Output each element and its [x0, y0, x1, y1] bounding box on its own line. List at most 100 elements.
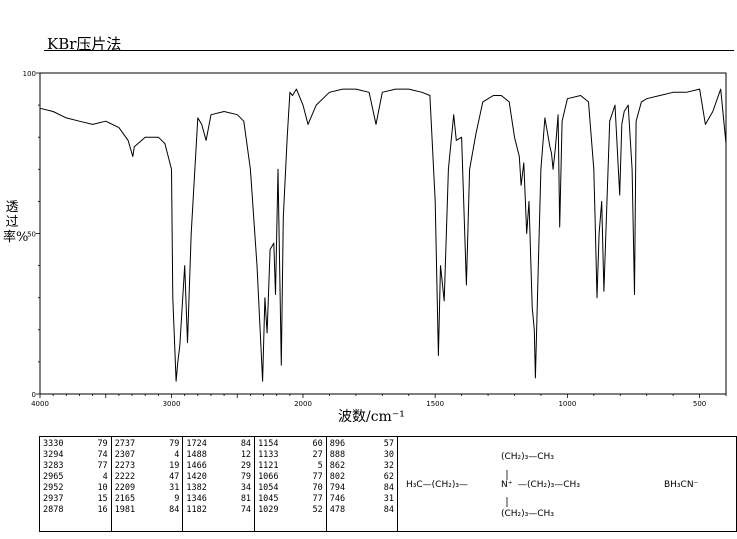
peak-transmittance: 19: [169, 461, 180, 471]
peak-row: 1981 84: [115, 505, 180, 516]
peak-wavenumber: 2937: [43, 494, 64, 504]
peak-wavenumber: 2737: [114, 439, 136, 449]
peak-wavenumber: 2209: [114, 483, 136, 493]
peak-wavenumber: 3294: [43, 450, 64, 460]
peak-transmittance: 31: [169, 483, 180, 493]
ir-spectrum-chart: 0 50 100 4000 3000 2000 1500 1000 500: [23, 70, 727, 408]
peak-transmittance: 84: [240, 439, 252, 449]
peak-row: 1121 5: [258, 461, 323, 472]
peak-row: 862 32: [330, 461, 394, 472]
y-tick-label: 100: [23, 70, 36, 78]
peak-transmittance: 60: [312, 439, 323, 449]
peak-wavenumber: 1133: [258, 450, 279, 460]
peak-transmittance: 52: [312, 505, 323, 515]
peak-row: 896 57: [330, 439, 394, 450]
peak-wavenumber: 794: [329, 483, 346, 493]
structure-left-group: H₃C—(CH₂)₃—: [405, 480, 468, 490]
peak-row: 2937 15: [43, 494, 108, 505]
spectrum-line: [39, 88, 727, 382]
peak-row: 1133 27: [258, 450, 323, 461]
x-tick-label: 1000: [558, 400, 576, 408]
peak-transmittance: 10: [97, 483, 108, 493]
peak-transmittance: 84: [383, 483, 394, 493]
peak-wavenumber: 1054: [258, 483, 279, 493]
peak-row: 2222 47: [115, 472, 180, 483]
x-tick-label: 2000: [294, 400, 312, 408]
peak-transmittance: 12: [240, 450, 252, 460]
peak-row: 1066 77: [258, 472, 323, 483]
peak-transmittance: 34: [240, 483, 252, 493]
peak-wavenumber: 2952: [43, 483, 64, 493]
plot-frame: [39, 72, 727, 395]
peak-row: 794 84: [330, 483, 394, 494]
peak-row: 1182 74: [186, 505, 251, 516]
structure-counter-ion: BH₃CN⁻: [663, 480, 699, 490]
structure-bonds: [506, 470, 508, 507]
peak-transmittance: 70: [312, 483, 323, 493]
peak-transmittance: 77: [312, 494, 323, 504]
peak-row: 1724 84: [186, 439, 251, 450]
peak-column: 1724 84 1488 12 1466 29 1420 79 1382 34 1346 81 1182…: [182, 436, 256, 532]
peak-row: 2209 31: [115, 483, 180, 494]
title-divider: [44, 50, 734, 51]
peak-row: 1346 81: [186, 494, 251, 505]
page-title: KBr压片法: [47, 35, 122, 53]
peak-column: 1154 60 1133 27 1121 5 1066 77 1054 70 1045 77 1029 5…: [254, 436, 327, 532]
peak-wavenumber: 1182: [186, 505, 207, 515]
x-tick-label: 4000: [31, 400, 49, 408]
peak-transmittance: 5: [317, 461, 323, 471]
peak-column: 3330 79 3294 74 3283 77 2965 4 2952 10 2937 15 2878 1…: [39, 436, 112, 532]
peak-wavenumber: 1466: [186, 461, 207, 471]
peak-transmittance: 16: [97, 505, 108, 515]
peak-wavenumber: 802: [329, 472, 346, 482]
peak-wavenumber: 1382: [186, 483, 207, 493]
y-tick-label: 50: [27, 231, 36, 239]
structure-bottom-group: (CH₂)₃—CH₃: [500, 509, 554, 519]
peak-transmittance: 47: [169, 472, 180, 482]
structure-top-group: (CH₂)₃—CH₃: [500, 452, 554, 462]
peak-row: 1045 77: [258, 494, 323, 505]
structure-right-group: —(CH₂)₃—CH₃: [517, 480, 580, 490]
peak-row: 2878 16: [43, 505, 108, 516]
peak-transmittance: 30: [383, 450, 394, 460]
peak-transmittance: 32: [383, 461, 394, 471]
peak-transmittance: 74: [240, 505, 252, 515]
peak-row: 1466 29: [186, 461, 251, 472]
x-axis-label: 波数/cm⁻¹: [338, 409, 405, 425]
peak-transmittance: 81: [240, 494, 252, 504]
peak-transmittance: 77: [97, 461, 108, 471]
peak-transmittance: 15: [97, 494, 108, 504]
peak-transmittance: 84: [383, 505, 394, 515]
peak-row: 1420 79: [186, 472, 251, 483]
peak-row: 1154 60: [258, 439, 323, 450]
peak-row: 746 31: [330, 494, 394, 505]
peak-transmittance: 31: [383, 494, 394, 504]
peak-transmittance: 77: [312, 472, 323, 482]
peak-transmittance: 9: [174, 494, 180, 504]
x-tick-label: 1500: [426, 400, 444, 408]
peak-row: 3283 77: [43, 461, 108, 472]
peak-wavenumber: 2878: [43, 505, 64, 515]
peak-wavenumber: 1981: [114, 505, 136, 515]
peak-transmittance: 4: [174, 450, 180, 460]
peak-transmittance: 27: [312, 450, 323, 460]
peak-transmittance: 79: [240, 472, 252, 482]
peak-wavenumber: 1346: [186, 494, 207, 504]
peak-row: 1382 34: [186, 483, 251, 494]
peak-wavenumber: 1045: [258, 494, 279, 504]
structure-nitrogen: N⁺: [500, 480, 513, 490]
x-tick-label: 3000: [163, 400, 181, 408]
y-axis-label: 透过率%: [3, 200, 29, 245]
peak-row: 888 30: [330, 450, 394, 461]
x-tick-label: 500: [693, 400, 706, 408]
peak-row: 2737 79: [115, 439, 180, 450]
peak-wavenumber: 862: [329, 461, 346, 471]
peak-row: 2307 4: [115, 450, 180, 461]
peak-row: 1054 70: [258, 483, 323, 494]
chemical-structure: (CH₂)₃—CH₃ H₃C—(CH₂)₃— N⁺ —(CH₂)₃—CH₃ (C…: [398, 437, 736, 531]
peak-wavenumber: 1420: [186, 472, 207, 482]
peak-wavenumber: 1066: [258, 472, 279, 482]
peak-column: 896 57 888 30 862 32 802 62 794 84 746 31 478 84: [325, 436, 398, 532]
peak-row: 2165 9: [115, 494, 180, 505]
peak-column: 2737 79 2307 4 2273 19 2222 47 2209 31 2165 9 1981 84: [110, 436, 184, 532]
